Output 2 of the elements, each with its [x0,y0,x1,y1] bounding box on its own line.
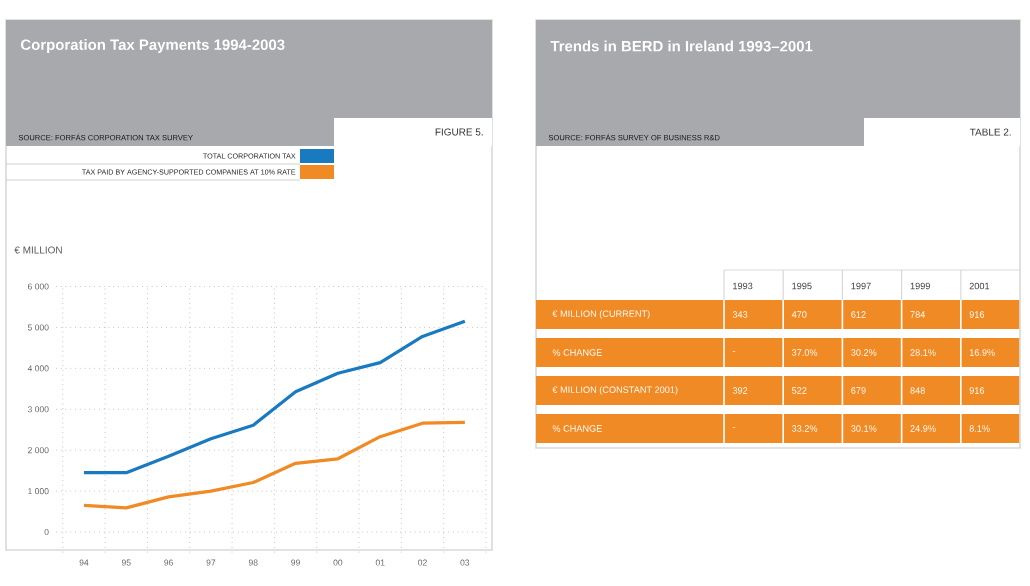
line-series [82,319,467,475]
line-series [82,420,467,510]
